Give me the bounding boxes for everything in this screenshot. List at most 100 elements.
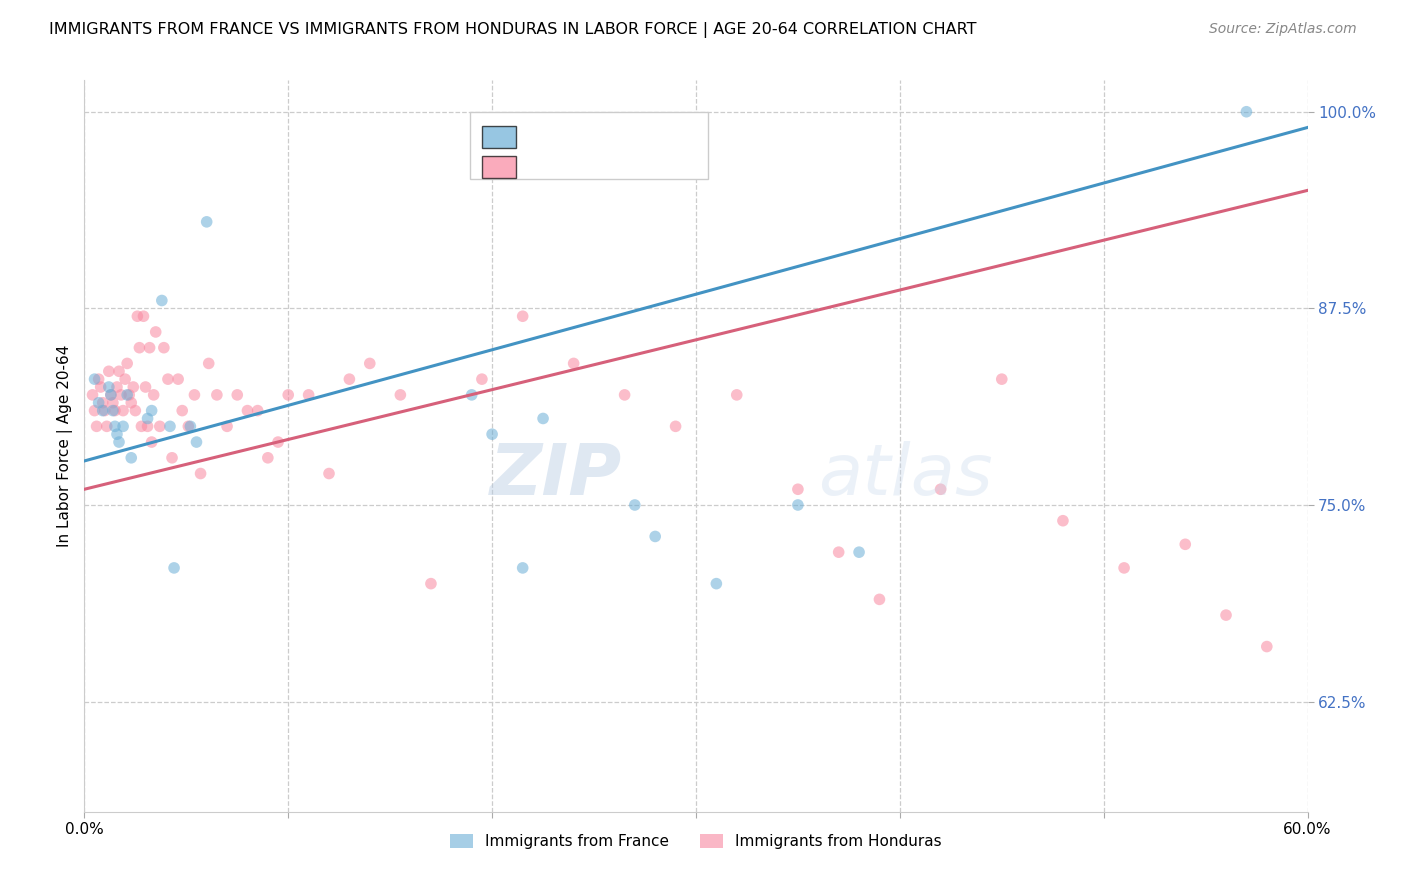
Point — [108, 364, 131, 378]
Point — [183, 388, 205, 402]
Point — [359, 356, 381, 370]
Point — [97, 364, 120, 378]
Point — [787, 482, 810, 496]
Point — [828, 545, 851, 559]
Point — [83, 403, 105, 417]
Point — [93, 403, 115, 417]
Point — [115, 356, 138, 370]
Point — [1236, 104, 1258, 119]
Point — [115, 388, 138, 402]
Point — [389, 388, 412, 402]
Point — [128, 341, 150, 355]
Point — [481, 427, 503, 442]
Point — [160, 450, 183, 465]
Point — [531, 411, 554, 425]
Point — [87, 396, 110, 410]
Text: 72: 72 — [678, 151, 703, 169]
Point — [118, 388, 141, 402]
Point — [112, 419, 135, 434]
Point — [197, 356, 219, 370]
Point — [725, 388, 748, 402]
Point — [100, 388, 122, 402]
Point — [665, 419, 688, 434]
Point — [246, 403, 269, 417]
Point — [991, 372, 1014, 386]
Text: 30: 30 — [678, 121, 703, 139]
Point — [136, 411, 159, 425]
Point — [236, 403, 259, 417]
FancyBboxPatch shape — [482, 127, 516, 148]
Point — [159, 419, 181, 434]
Text: atlas: atlas — [818, 441, 993, 509]
Point — [91, 396, 114, 410]
Point — [120, 396, 142, 410]
Point — [153, 341, 176, 355]
Point — [277, 388, 299, 402]
Point — [787, 498, 810, 512]
Point — [217, 419, 239, 434]
Point — [613, 388, 636, 402]
Text: 0.334: 0.334 — [571, 151, 628, 169]
Point — [205, 388, 228, 402]
Text: R =: R = — [531, 121, 569, 139]
Point — [141, 435, 163, 450]
Point — [156, 372, 179, 386]
Point — [420, 576, 443, 591]
Point — [1215, 608, 1237, 623]
Point — [149, 419, 172, 434]
Point — [624, 498, 647, 512]
Point — [110, 388, 132, 402]
Point — [318, 467, 340, 481]
Legend: Immigrants from France, Immigrants from Honduras: Immigrants from France, Immigrants from … — [444, 828, 948, 855]
Point — [82, 388, 104, 402]
Point — [461, 388, 484, 402]
Point — [226, 388, 249, 402]
Point — [471, 372, 494, 386]
Point — [87, 372, 110, 386]
Point — [132, 310, 155, 324]
Point — [163, 561, 186, 575]
Point — [122, 380, 145, 394]
Point — [706, 576, 728, 591]
Point — [1174, 537, 1197, 551]
Point — [90, 380, 112, 394]
Point — [131, 419, 153, 434]
Point — [267, 435, 290, 450]
Point — [179, 419, 201, 434]
Point — [101, 396, 124, 410]
Point — [1256, 640, 1278, 654]
Point — [136, 419, 159, 434]
Point — [83, 372, 105, 386]
Point — [172, 403, 194, 417]
Point — [91, 403, 114, 417]
Point — [512, 310, 534, 324]
Point — [124, 403, 146, 417]
Point — [848, 545, 870, 559]
Point — [929, 482, 952, 496]
Point — [869, 592, 891, 607]
Point — [114, 372, 136, 386]
Point — [1052, 514, 1074, 528]
Point — [150, 293, 173, 308]
Point — [96, 419, 118, 434]
Point — [190, 467, 212, 481]
Point — [127, 310, 149, 324]
Text: N =: N = — [631, 151, 683, 169]
Point — [101, 403, 124, 417]
Point — [195, 215, 218, 229]
Point — [108, 435, 131, 450]
Point — [97, 380, 120, 394]
Text: N =: N = — [631, 121, 683, 139]
Text: Source: ZipAtlas.com: Source: ZipAtlas.com — [1209, 22, 1357, 37]
Point — [145, 325, 167, 339]
Point — [135, 380, 157, 394]
Point — [339, 372, 361, 386]
Point — [512, 561, 534, 575]
Text: IMMIGRANTS FROM FRANCE VS IMMIGRANTS FROM HONDURAS IN LABOR FORCE | AGE 20-64 CO: IMMIGRANTS FROM FRANCE VS IMMIGRANTS FRO… — [49, 22, 977, 38]
Point — [112, 403, 135, 417]
Point — [298, 388, 321, 402]
Point — [141, 403, 163, 417]
Text: ZIP: ZIP — [491, 441, 623, 509]
Point — [105, 380, 128, 394]
Point — [120, 450, 142, 465]
